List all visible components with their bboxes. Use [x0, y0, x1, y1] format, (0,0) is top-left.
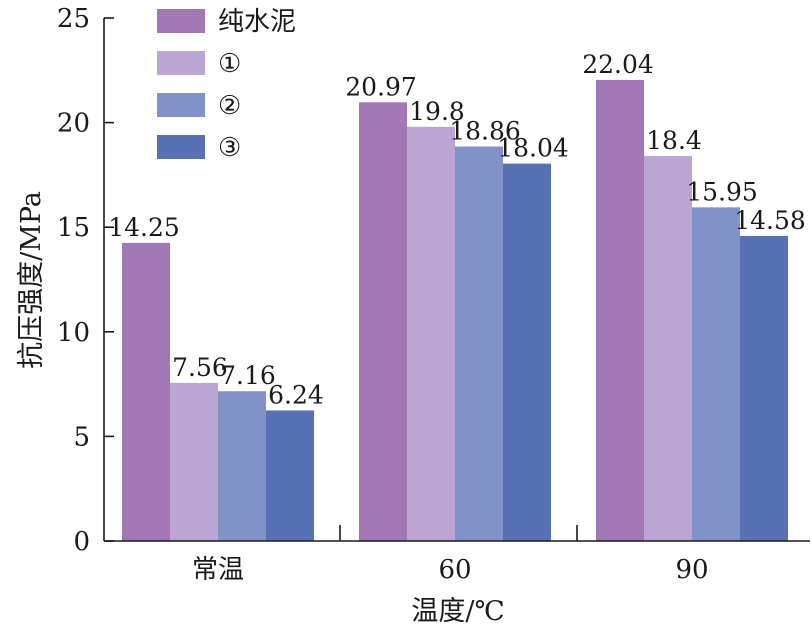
- x-tick-label-0: 常温: [192, 555, 244, 585]
- legend-label-0: 纯水泥: [218, 7, 296, 37]
- y-tick-label-5: 25: [57, 4, 90, 34]
- bar-2-0: [596, 79, 644, 541]
- legend-swatch-2: [157, 93, 205, 117]
- data-label-1-0: 20.97: [345, 72, 417, 101]
- data-label-2-3: 14.58: [734, 206, 806, 235]
- legend-swatch-3: [157, 135, 205, 159]
- y-tick-label-3: 15: [57, 213, 90, 243]
- data-label-1-1: 19.8: [409, 97, 465, 126]
- bar-1-1: [407, 126, 455, 541]
- data-label-1-2: 18.86: [449, 116, 521, 145]
- data-label-0-1: 7.56: [172, 353, 228, 382]
- x-axis-title: 温度/℃: [411, 596, 504, 627]
- legend-label-1: ①: [218, 49, 241, 79]
- bar-0-0: [122, 242, 170, 541]
- x-tick-label-2: 90: [675, 555, 708, 585]
- bars-layer: [122, 79, 788, 542]
- y-tick-label-4: 20: [57, 109, 90, 139]
- bar-0-1: [170, 382, 218, 541]
- legend-swatch-1: [157, 51, 205, 75]
- bar-0-2: [218, 391, 266, 541]
- y-tick-label-0: 0: [73, 527, 90, 557]
- y-tick-label-2: 10: [57, 318, 90, 348]
- bar-2-3: [740, 235, 788, 542]
- data-label-2-2: 15.95: [686, 177, 758, 206]
- legend-swatch-0: [157, 9, 205, 33]
- bar-1-0: [359, 102, 407, 541]
- data-label-0-3: 6.24: [268, 380, 324, 409]
- bar-2-1: [644, 156, 692, 541]
- data-label-0-0: 14.25: [108, 213, 180, 242]
- legend-label-2: ②: [218, 91, 241, 121]
- legend-label-3: ③: [218, 133, 241, 163]
- data-label-1-3: 18.04: [497, 134, 569, 163]
- y-tick-label-1: 5: [73, 422, 90, 452]
- data-label-2-0: 22.04: [582, 50, 654, 79]
- bar-1-2: [455, 146, 503, 542]
- y-axis-title: 抗压强度/MPa: [16, 191, 47, 369]
- bar-0-3: [266, 410, 314, 541]
- legend: 纯水泥 ① ② ③: [157, 7, 296, 163]
- data-label-0-2: 7.16: [220, 361, 276, 390]
- axes-layer: 0 5 10 15 20 25 常温 60 90: [57, 4, 810, 585]
- bar-1-3: [503, 163, 551, 541]
- data-label-2-1: 18.4: [646, 126, 702, 155]
- x-tick-label-1: 60: [438, 555, 471, 585]
- bar-2-2: [692, 207, 740, 542]
